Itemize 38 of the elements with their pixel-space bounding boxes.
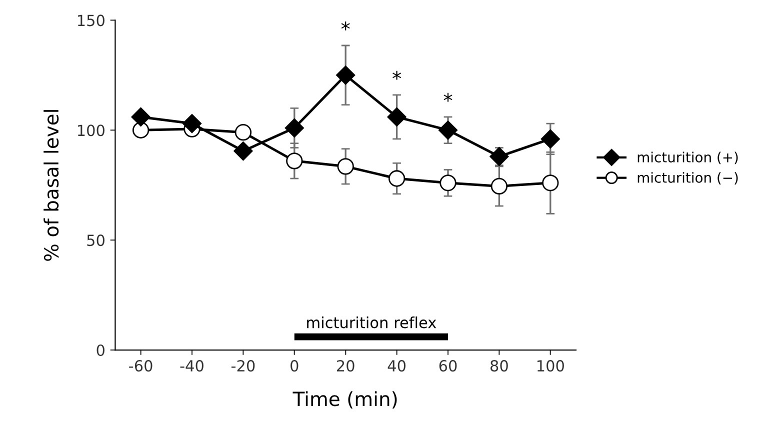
point [490, 147, 509, 166]
point [542, 174, 559, 192]
x-tick-label: 80 [490, 360, 508, 372]
point [286, 152, 303, 170]
annotation: * [444, 92, 452, 102]
point [132, 122, 150, 138]
y-tick-label: 100 [78, 124, 104, 136]
point [234, 124, 252, 141]
point [540, 129, 560, 148]
annotation: micturition reflex [307, 316, 436, 328]
point [337, 158, 354, 175]
x-tick-label: -20 [231, 360, 255, 372]
point [336, 66, 356, 85]
point [284, 118, 304, 138]
point [182, 114, 202, 134]
legend-label: micturition (+) [638, 152, 738, 164]
y-tick-label: 50 [87, 234, 104, 246]
x-axis-title: Time (min) [292, 391, 397, 409]
point [131, 107, 150, 126]
x-tick-label: 100 [537, 360, 564, 372]
point [438, 120, 458, 140]
x-tick-label: 60 [439, 360, 457, 372]
x-tick-label: 20 [337, 360, 354, 372]
x-tick-label: 0 [290, 360, 298, 372]
x-tick-label: 40 [388, 360, 406, 372]
y-tick-label: 0 [96, 344, 104, 356]
point [490, 178, 508, 195]
point [388, 170, 406, 187]
annotation: * [392, 70, 402, 80]
y-tick-label: 150 [78, 14, 104, 26]
x-tick-label: -40 [180, 360, 204, 372]
point [234, 142, 253, 161]
annotation: * [341, 21, 350, 30]
y-axis-title: % of basal level [44, 110, 59, 261]
legend-label: micturition (−) [638, 172, 738, 184]
x-tick-label: -60 [129, 360, 152, 372]
point [440, 174, 456, 192]
point [387, 107, 406, 126]
